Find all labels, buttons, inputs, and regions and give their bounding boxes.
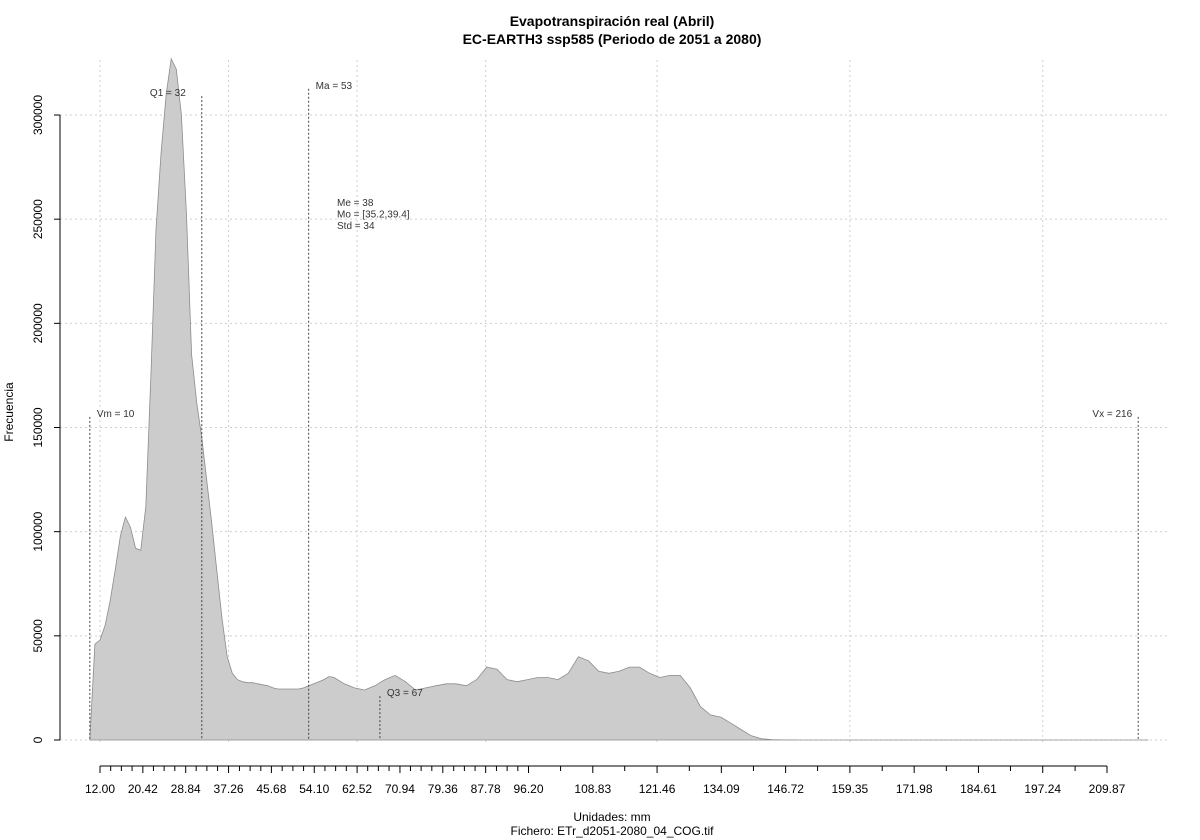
x-tick-label: 146.72: [767, 782, 804, 796]
file-caption: Fichero: ETr_d2051-2080_04_COG.tif: [511, 824, 715, 838]
chart-title: Evapotranspiración real (Abril): [510, 13, 715, 29]
y-tick-label: 0: [31, 736, 45, 743]
y-tick-label: 50000: [31, 619, 45, 653]
x-tick-label: 184.61: [960, 782, 997, 796]
y-axis-title: Frecuencia: [2, 382, 16, 442]
grid: [60, 60, 1170, 742]
reference-line-label: Ma = 53: [316, 81, 353, 92]
x-tick-label: 121.46: [639, 782, 676, 796]
x-tick-label: 28.84: [171, 782, 201, 796]
density-curve: [89, 57, 1149, 741]
y-tick-label: 250000: [31, 199, 45, 239]
x-tick-label: 197.24: [1024, 782, 1061, 796]
y-tick-label: 200000: [31, 303, 45, 343]
x-tick-label: 37.26: [214, 782, 244, 796]
reference-line-label: Vx = 216: [1092, 409, 1132, 420]
x-tick-label: 87.78: [471, 782, 501, 796]
y-axis: 0 50000 100000 150000 200000 250000 300000: [31, 95, 61, 743]
x-tick-label: 134.09: [703, 782, 740, 796]
density-area: [89, 57, 1149, 741]
x-tick-label: 54.10: [299, 782, 329, 796]
reference-line-label: Q1 = 32: [150, 88, 186, 99]
x-tick-label: 79.36: [428, 782, 458, 796]
x-axis-title: Unidades: mm: [573, 810, 650, 824]
reference-line-label: Q3 = 67: [387, 688, 423, 699]
stat-label: Mo = [35.2,39.4]: [337, 210, 410, 221]
y-tick-label: 100000: [31, 511, 45, 551]
x-tick-label: 171.98: [896, 782, 933, 796]
x-tick-label: 159.35: [832, 782, 869, 796]
x-tick-label: 62.52: [342, 782, 372, 796]
reference-lines: Vm = 10 Q1 = 32 Ma = 53 Q3 = 67 Vx = 216: [89, 81, 1139, 740]
x-tick-label: 45.68: [256, 782, 286, 796]
y-tick-label: 150000: [31, 407, 45, 447]
chart-subtitle: EC-EARTH3 ssp585 (Periodo de 2051 a 2080…: [463, 31, 762, 47]
x-tick-label: 108.83: [574, 782, 611, 796]
x-tick-label: 96.20: [513, 782, 543, 796]
x-tick-label: 20.42: [128, 782, 158, 796]
x-axis: 12.00 20.42 28.84 37.26 45.68 54.10 62.52 70.94…: [85, 765, 1126, 796]
x-tick-label: 70.94: [385, 782, 415, 796]
y-tick-label: 300000: [31, 95, 45, 135]
stat-label: Me = 38: [337, 198, 374, 209]
reference-line-label: Vm = 10: [97, 409, 135, 420]
x-tick-label: 209.87: [1089, 782, 1126, 796]
stat-label: Std = 34: [337, 221, 375, 232]
x-tick-label: 12.00: [85, 782, 115, 796]
